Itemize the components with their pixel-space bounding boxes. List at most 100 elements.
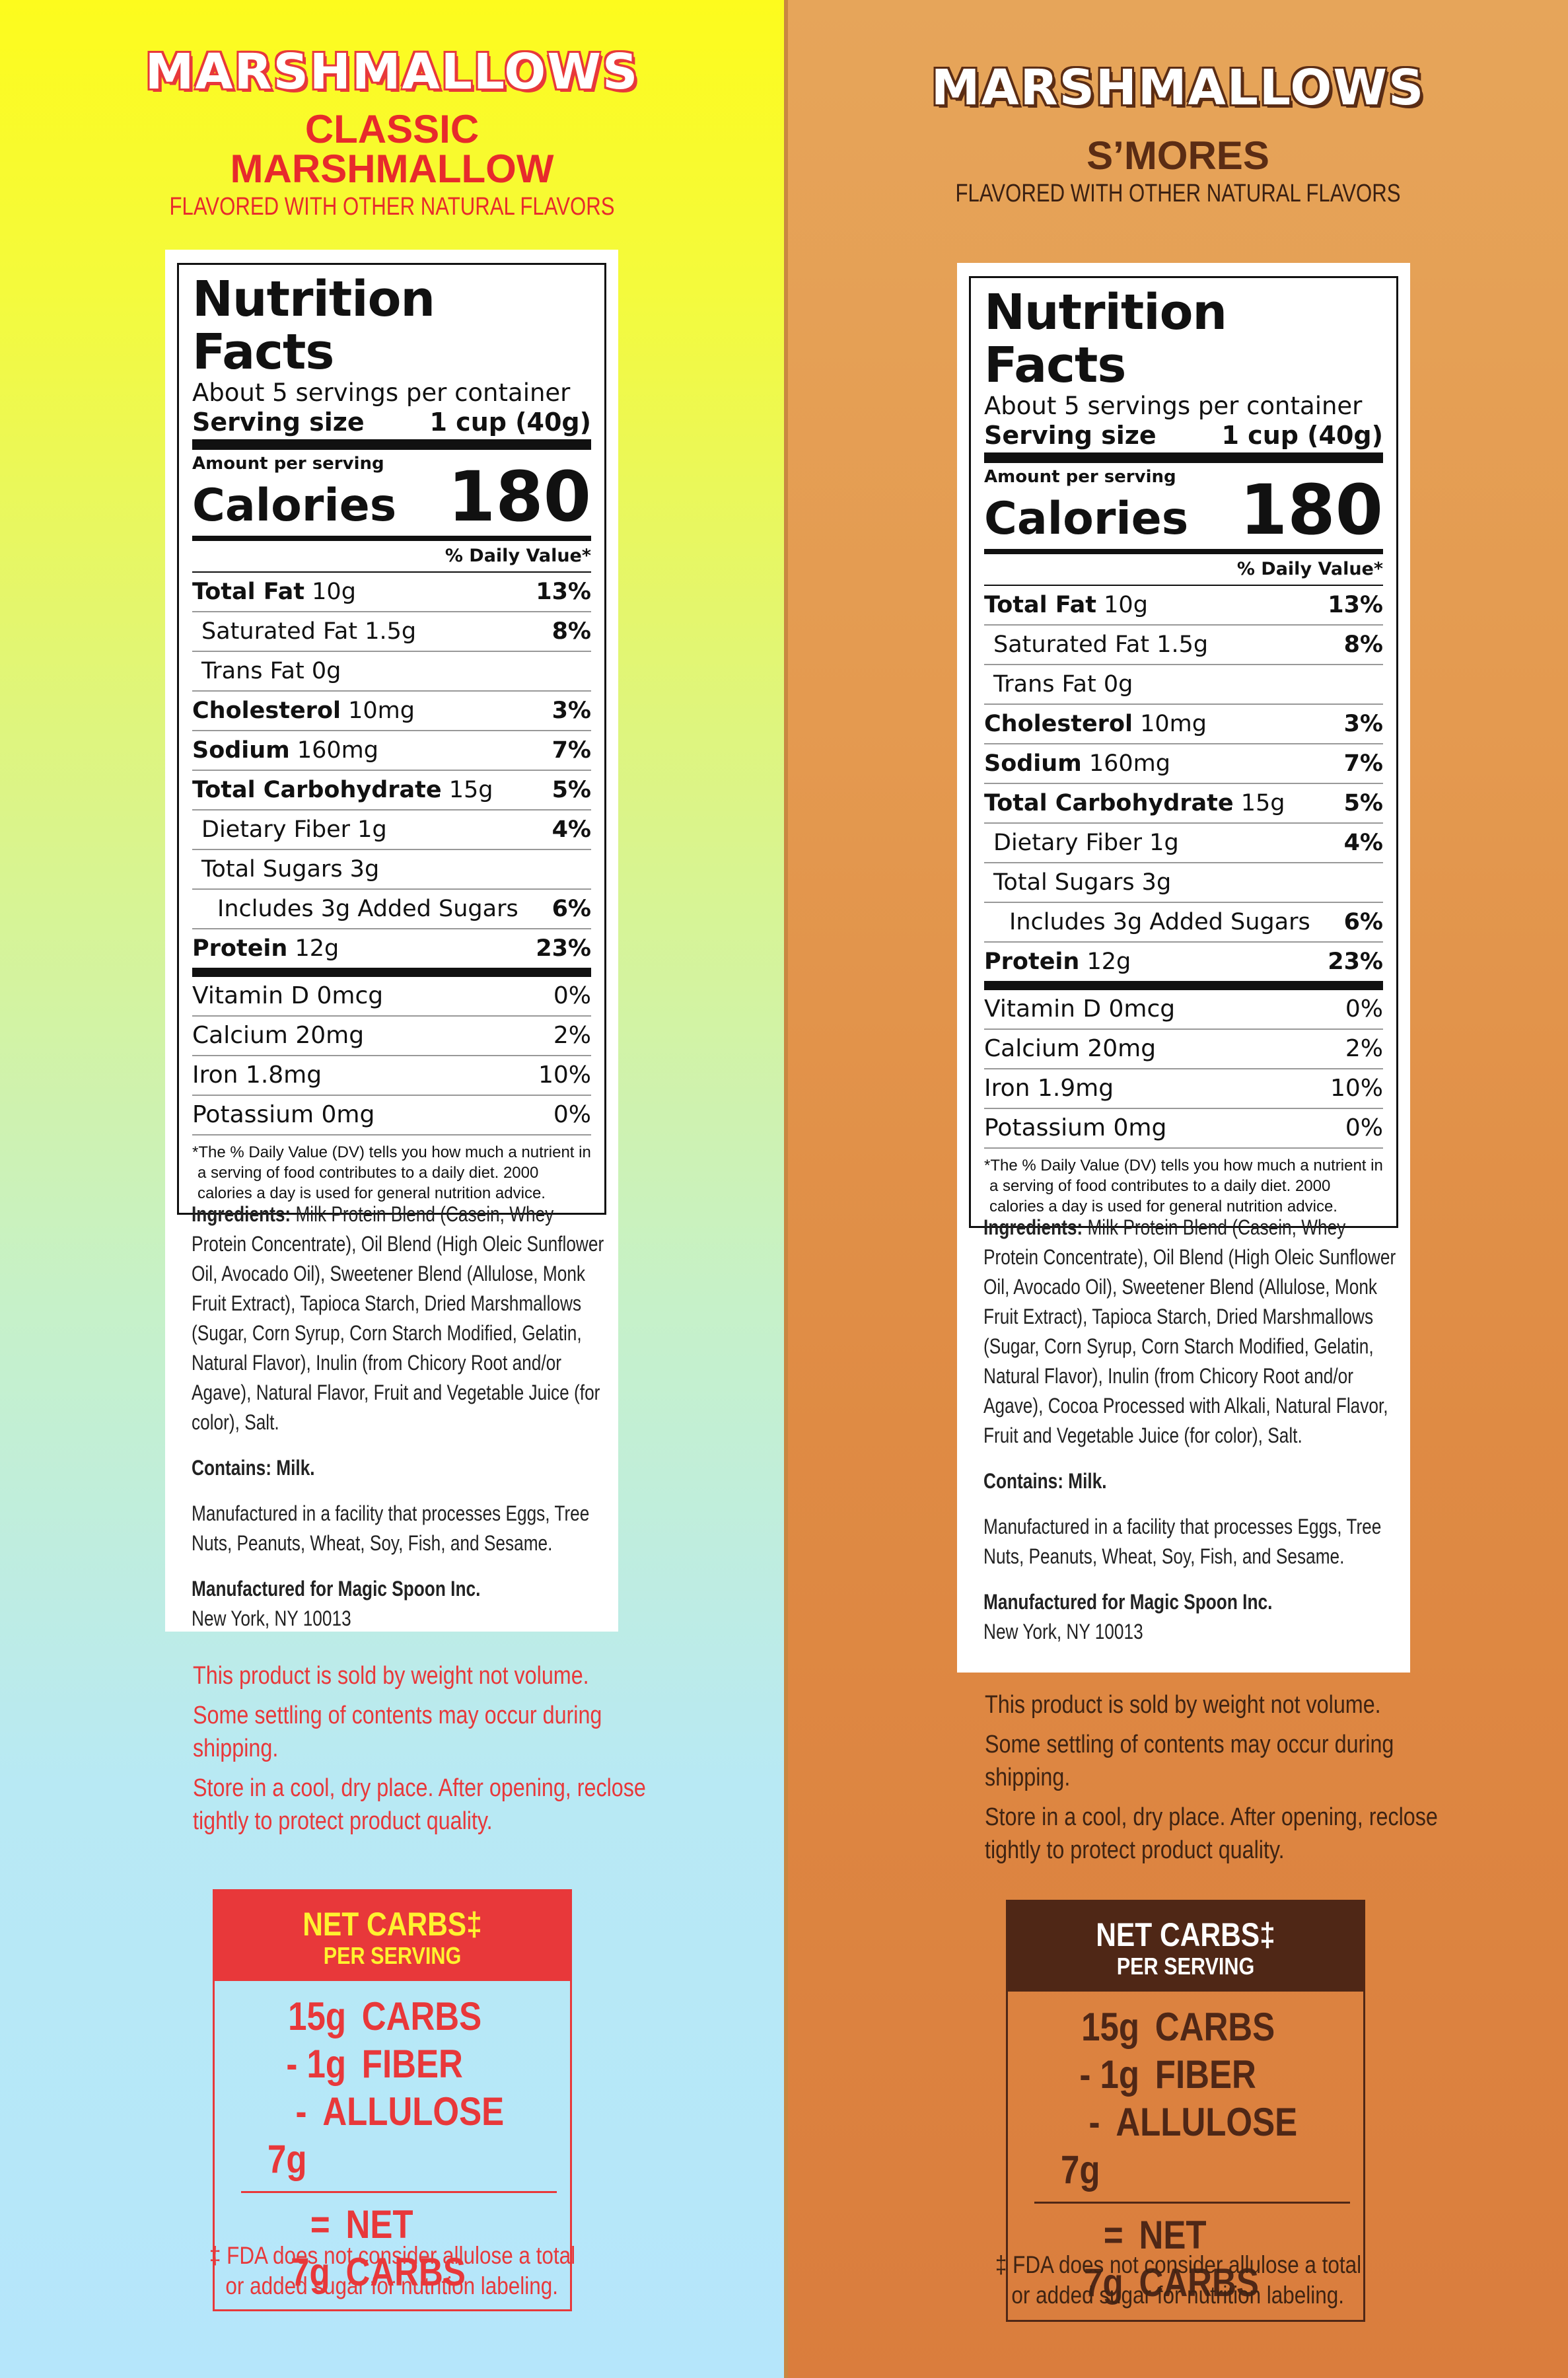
net-carbs-box: NET CARBS‡ PER SERVING 15g CARBS - 1g FIBE… [213, 1889, 572, 2311]
net-carbs-body: 15g CARBS - 1g FIBER - 7g ALLULOSE = 7g NET … [1008, 1992, 1363, 2320]
nutrient-row: Total Fat 10g 13% [192, 573, 591, 612]
carb-label: CARBS [1155, 2005, 1275, 2049]
amount-per-serving: Amount per serving [984, 467, 1176, 487]
nutrient-dv: 4% [1343, 830, 1383, 856]
nutrient-dv: 6% [1343, 909, 1383, 935]
carb-amount: - 1g [286, 2042, 346, 2086]
carb-label: ALLULOSE [1116, 2100, 1298, 2144]
ingredients-list: Milk Protein Blend (Casein, Whey Protein… [983, 1215, 1396, 1447]
daily-value-footnote: *The % Daily Value (DV) tells you how mu… [192, 1143, 591, 1202]
nutrient-name: Dietary Fiber 1g [201, 816, 387, 843]
vitamin-row: Calcium 20mg 2% [984, 1030, 1383, 1069]
nutrient-row: Total Carbohydrate 15g 5% [192, 771, 591, 811]
nutrient-amount: 15g [1240, 790, 1285, 816]
net-carbs-subtitle: PER SERVING [323, 1942, 462, 1969]
note-weight: This product is sold by weight not volum… [193, 1662, 589, 1690]
panel-classic-marshmallow: MARSHMALLOWS CLASSIC MARSHMALLOW FLAVORE… [0, 0, 784, 2378]
label-card: Nutrition Facts About 5 servings per con… [165, 250, 618, 1632]
nutrient-amount: 10g [312, 579, 356, 605]
nutrient-dv: 6% [552, 896, 591, 922]
nutrient-row: Cholesterol 10mg 3% [984, 705, 1383, 744]
nutrient-name: Cholesterol [192, 698, 341, 724]
net-carbs-box: NET CARBS‡ PER SERVING 15g CARBS - 1g FIBE… [1006, 1900, 1365, 2322]
vitamin-dv: 2% [553, 1022, 591, 1049]
label-card: Nutrition Facts About 5 servings per con… [957, 263, 1410, 1673]
nutrition-title: Nutrition Facts [984, 284, 1227, 394]
vitamin-name: Iron 1.9mg [984, 1075, 1114, 1102]
nutrient-amount: 160mg [297, 737, 378, 764]
carb-label: FIBER [361, 2042, 463, 2086]
net-carbs-body: 15g CARBS - 1g FIBER - 7g ALLULOSE = 7g NET … [215, 1981, 570, 2309]
nutrient-name: Total Fat [984, 592, 1097, 618]
servings-per-container: About 5 servings per container [192, 378, 571, 407]
nutrient-dv: 4% [552, 816, 591, 843]
nutrient-dv: 7% [1343, 750, 1383, 777]
nutrition-facts: Nutrition Facts About 5 servings per con… [177, 263, 606, 1215]
vitamin-dv: 0% [1345, 995, 1383, 1023]
vitamin-row: Vitamin D 0mcg 0% [984, 990, 1383, 1030]
serving-size-value: 1 cup (40g) [1221, 421, 1384, 450]
vitamin-row: Calcium 20mg 2% [192, 1017, 591, 1056]
nutrient-dv: 8% [1343, 631, 1383, 658]
nutrient-dv: 7% [552, 737, 591, 764]
nutrient-dv: 23% [536, 935, 591, 962]
nutrient-name: Sodium [984, 750, 1082, 777]
nutrient-dv: 23% [1328, 949, 1383, 975]
nutrient-name: Includes 3g Added Sugars [1009, 909, 1310, 935]
note-settling: Some settling of contents may occur duri… [985, 1731, 1394, 1791]
carb-row: 15g CARBS [267, 1993, 502, 2040]
brand-title: MARSHMALLOWS [145, 44, 639, 100]
nutrient-amount: 160mg [1088, 750, 1170, 777]
vitamin-name: Potassium 0mg [984, 1114, 1167, 1141]
vitamin-name: Calcium 20mg [984, 1035, 1157, 1062]
nutrient-dv: 13% [536, 579, 591, 605]
panel-smores: MARSHMALLOWS S’MORES FLAVORED WITH OTHER… [784, 0, 1568, 2378]
vitamin-row: Potassium 0mg 0% [984, 1109, 1383, 1149]
nutrient-name: Dietary Fiber 1g [993, 830, 1179, 856]
carb-amount: - 7g [1061, 2100, 1100, 2192]
calories-value: 180 [1239, 470, 1383, 550]
total-amount: = 7g [1084, 2213, 1123, 2305]
vitamin-dv: 10% [538, 1062, 591, 1089]
nutrient-dv: 5% [1343, 790, 1383, 816]
flavor-line-2: MARSHMALLOW [230, 147, 554, 191]
vitamin-name: Calcium 20mg [192, 1022, 365, 1049]
nutrient-row: Dietary Fiber 1g 4% [984, 824, 1383, 863]
carb-amount: - 7g [267, 2089, 307, 2181]
carb-row: 15g CARBS [1061, 2003, 1295, 2051]
note-weight: This product is sold by weight not volum… [985, 1691, 1381, 1719]
nutrient-dv: 3% [1343, 711, 1383, 737]
allergen-contains: Contains: Milk. [192, 1456, 315, 1480]
amount-per-serving: Amount per serving [192, 454, 384, 474]
nutrition-title: Nutrition Facts [192, 271, 435, 380]
net-carbs-subtitle: PER SERVING [1116, 1953, 1255, 1980]
nutrient-row: Dietary Fiber 1g 4% [192, 811, 591, 850]
nutrient-name: Total Fat [192, 579, 305, 605]
carb-row: - 7g ALLULOSE [267, 2088, 505, 2183]
vitamin-dv: 0% [1345, 1114, 1383, 1141]
fda-note-line-1: ‡ FDA does not consider allulose a total [995, 2251, 1361, 2278]
total-label: NET CARBS [345, 2202, 466, 2294]
nutrient-row: Total Fat 10g 13% [984, 586, 1383, 626]
carb-label: ALLULOSE [322, 2089, 505, 2134]
brand-title: MARSHMALLOWS [931, 59, 1425, 116]
ingredients-list: Milk Protein Blend (Casein, Whey Protein… [192, 1202, 604, 1434]
carb-row: - 7g ALLULOSE [1061, 2099, 1298, 2194]
net-carbs-divider [1034, 2202, 1350, 2204]
nutrient-row: Sodium 160mg 7% [192, 731, 591, 771]
product-notes: This product is sold by weight not volum… [193, 1659, 655, 1844]
vitamin-name: Iron 1.8mg [192, 1062, 322, 1089]
carb-row: - 1g FIBER [1061, 2051, 1295, 2099]
net-carbs-total: = 7g NET CARBS [267, 2201, 502, 2296]
ingredients-section: Ingredients: Milk Protein Blend (Casein,… [983, 1213, 1396, 1647]
facility-statement: Manufactured in a facility that processe… [192, 1501, 590, 1555]
address: New York, NY 10013 [983, 1620, 1143, 1643]
ingredients-text: Ingredients: Milk Protein Blend (Casein,… [983, 1213, 1396, 1451]
nutrient-amount: 10mg [1140, 711, 1207, 737]
vitamin-row: Vitamin D 0mcg 0% [192, 977, 591, 1017]
nutrient-name: Total Carbohydrate [192, 777, 442, 803]
daily-value-header: % Daily Value* [192, 541, 591, 573]
ingredients-section: Ingredients: Milk Protein Blend (Casein,… [192, 1200, 604, 1634]
ingredients-label: Ingredients: [192, 1202, 291, 1226]
servings-per-container: About 5 servings per container [984, 392, 1363, 420]
